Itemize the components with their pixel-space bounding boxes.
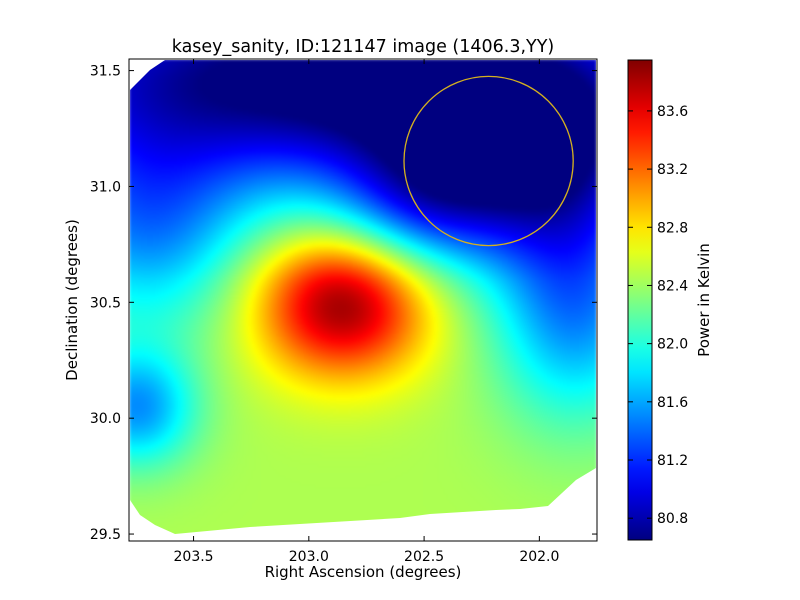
colorbar-tick-label: 82.4: [657, 278, 688, 294]
y-axis-label: Declination (degrees): [63, 219, 81, 381]
chart-title: kasey_sanity, ID:121147 image (1406.3,YY…: [172, 37, 554, 57]
colorbar-tick-label: 83.6: [657, 104, 688, 120]
colorbar: [627, 59, 653, 541]
colorbar-label: Power in Kelvin: [695, 243, 713, 357]
annotation-circle: [403, 75, 574, 247]
y-tick-label: 31.0: [90, 179, 121, 195]
heatmap-region: [130, 60, 596, 534]
x-axis-ticks: 203.5 203.0 202.5 202.0: [174, 59, 559, 565]
colorbar-tick-label: 82.8: [657, 220, 688, 236]
heatmap-canvas: [130, 60, 596, 534]
colorbar-ticks: 80.8 81.2 81.6 82.0 82.4 82.8 83.2 83.6: [628, 104, 688, 527]
colorbar-tick-label: 81.2: [657, 453, 688, 469]
colorbar-tick-label: 82.0: [657, 337, 688, 353]
y-tick-label: 30.5: [90, 295, 121, 311]
y-tick-label: 31.5: [90, 64, 121, 80]
y-axis-ticks: 29.5 30.0 30.5 31.0 31.5: [90, 64, 597, 543]
x-tick-label: 203.0: [289, 549, 329, 565]
x-tick-label: 202.0: [519, 549, 559, 565]
x-tick-label: 202.5: [404, 549, 444, 565]
colorbar-tick-label: 83.2: [657, 162, 688, 178]
colorbar-tick-label: 80.8: [657, 511, 688, 527]
y-tick-label: 29.5: [90, 527, 121, 543]
x-axis-label: Right Ascension (degrees): [265, 563, 462, 581]
x-tick-label: 203.5: [174, 549, 214, 565]
y-tick-label: 30.0: [90, 411, 121, 427]
plot-frame: [128, 58, 598, 542]
colorbar-tick-label: 81.6: [657, 395, 688, 411]
